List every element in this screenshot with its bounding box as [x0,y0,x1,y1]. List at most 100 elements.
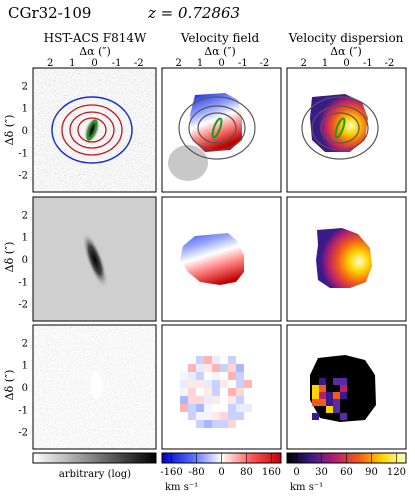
y-tick-label: 1 [22,233,28,244]
redshift-label: z = 0.72863 [147,4,240,22]
x-tick-label: 2 [47,58,53,69]
residual-pixel [236,388,244,396]
colorbar-tick-label: 60 [340,467,353,478]
panel-hst-image [32,67,157,193]
panel-dispersion-residual [286,324,407,450]
x-axis-label-col2: Δα (″) [204,45,236,58]
residual-pixel [228,380,236,388]
residual-pixel [188,364,196,372]
residual-pixel [236,396,244,404]
residual-pixel [326,392,333,399]
x-tick-label: 1 [322,58,328,69]
x-axis-label-col1: Δα (″) [79,45,111,58]
x-tick-label: 0 [218,58,224,69]
residual-pixel [204,404,212,412]
residual-pixel [196,356,204,364]
residual-pixel [312,385,319,392]
residual-pixel [204,396,212,404]
contour-red-mid [69,111,115,149]
residual-pixel [220,412,228,420]
column-title-hst: HST-ACS F814W [44,31,147,45]
colorbar-tick-label: 30 [315,467,328,478]
residual-pixel [220,396,228,404]
contour-green [86,119,98,141]
residual-pixel [204,356,212,364]
y-tick-label: 2 [22,81,28,92]
residual-pixel [180,396,188,404]
colorbar-tick-label: 80 [240,467,253,478]
residual-pixel [228,372,236,380]
residual-pixel [228,364,236,372]
residual-pixel [196,404,204,412]
residual-pixel [326,399,333,406]
residual-pixel [220,388,228,396]
residual-pixel [212,356,220,364]
residual-pixel [326,406,333,413]
x-tick-label: -1 [112,58,122,69]
residual-pixel [319,399,326,406]
x-tick-labels: 2 1 0 -1 -2 2 1 0 -1 -2 2 1 0 -1 -2 [47,58,394,69]
column-title-dispersion: Velocity dispersion [288,31,404,45]
y-tick-label: 2 [22,338,28,349]
residual-pixel [340,378,347,385]
colorbar-tick-label: 0 [293,467,299,478]
y-tick-label: -1 [18,405,28,416]
residual-pixel [220,356,228,364]
residual-pixel [212,412,220,420]
y-tick-label: 1 [22,361,28,372]
residual-pixel [188,372,196,380]
residual-pixel [212,380,220,388]
residual-pixel [204,380,212,388]
y-tick-label: -1 [18,148,28,159]
residual-pixel [312,399,319,406]
y-tick-labels: 2 1 0 -1 -2 2 1 0 -1 -2 2 1 0 -1 -2 [18,81,28,438]
residual-pixel [212,396,220,404]
residual-pixel [220,372,228,380]
x-axis-label-col3: Δα (″) [330,45,362,58]
residual-pixel [228,420,236,428]
residual-pixel [312,413,319,420]
y-tick-label: -1 [18,277,28,288]
x-tick-label: -2 [384,58,394,69]
residual-pixel [180,380,188,388]
residual-pixel [228,356,236,364]
residual-pixel [188,412,196,420]
x-tick-label: -1 [363,58,373,69]
panel-velocity-dispersion-row1 [286,67,407,193]
residual-pixel [228,388,236,396]
x-tick-label: 0 [343,58,349,69]
y-tick-label: 2 [22,210,28,221]
contour-blue [51,96,133,164]
y-tick-label: 0 [22,126,28,137]
residual-pixel [244,380,252,388]
y-tick-label: 1 [22,104,28,115]
residual-pixel [196,380,204,388]
y-tick-label: -2 [18,171,28,182]
residual-pixel [188,380,196,388]
residual-pixel [228,412,236,420]
y-axis-label-row1: Δδ (″) [3,115,16,146]
residual-pixel [333,399,340,406]
residual-pixel [244,388,252,396]
colorbar-velocity: -160 -80 0 80 160 km s⁻¹ [160,452,282,493]
residual-pixel [236,412,244,420]
colorbar-tick-label: 0 [218,467,224,478]
colorbar-dispersion-unit: km s⁻¹ [290,482,323,493]
y-tick-label: -2 [18,300,28,311]
residual-pixel [204,364,212,372]
residual-pixel [220,420,228,428]
residual-pixel [220,380,228,388]
object-name: CGr32-109 [8,4,91,22]
column-title-velocity: Velocity field [180,31,260,45]
residual-pixel [212,364,220,372]
colorbar-tick-label: -160 [160,467,182,478]
x-tick-label: 1 [197,58,203,69]
panel-velocity-model [161,196,282,322]
colorbar-intensity: arbitrary (log) [32,452,157,480]
y-tick-label: -2 [18,428,28,439]
colorbar-tick-label: -80 [188,467,204,478]
colorbar-tick-label: 120 [387,467,406,478]
residual-pixel [319,378,326,385]
x-tick-label: 0 [91,58,97,69]
panel-dispersion-model [286,196,407,322]
